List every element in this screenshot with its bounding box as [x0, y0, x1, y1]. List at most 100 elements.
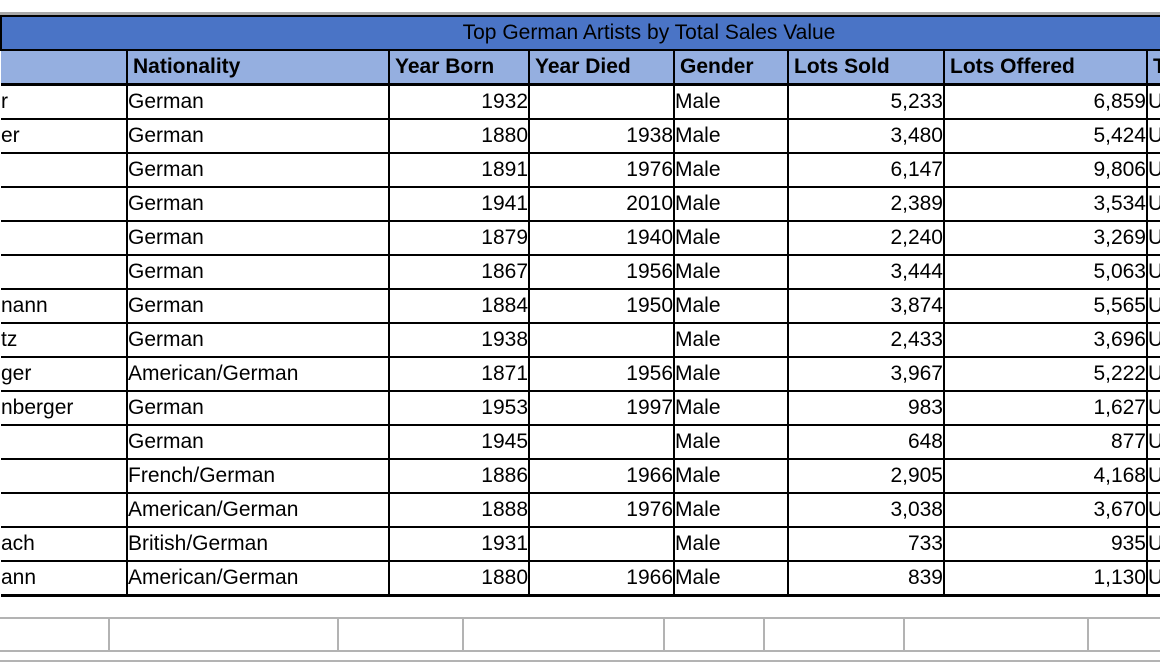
cell-lots-offered[interactable]: 1,130 — [943, 560, 1148, 597]
cell-lots-offered[interactable]: 1,627 — [943, 390, 1148, 426]
cell-year-died[interactable]: 1976 — [528, 152, 675, 188]
cell-year-born[interactable]: 1938 — [388, 322, 530, 358]
cell-lots-sold[interactable]: 3,480 — [787, 118, 945, 154]
cell-gender[interactable]: Male — [673, 458, 789, 494]
header-cell-lots-sold[interactable]: Lots Sold — [787, 49, 945, 86]
cell-nationality[interactable]: German — [126, 83, 390, 120]
cell-year-born[interactable]: 1884 — [388, 288, 530, 324]
cell-total-clipped[interactable]: U — [1146, 424, 1160, 460]
cell-nationality[interactable]: American/German — [126, 356, 390, 392]
cell-gender[interactable]: Male — [673, 526, 789, 562]
cell-lots-offered[interactable]: 5,222 — [943, 356, 1148, 392]
cell-lots-offered[interactable]: 3,269 — [943, 220, 1148, 256]
cell-gender[interactable]: Male — [673, 186, 789, 222]
cell-lots-offered[interactable]: 935 — [943, 526, 1148, 562]
cell-year-died[interactable] — [528, 424, 675, 460]
cell-gender[interactable]: Male — [673, 390, 789, 426]
cell-year-born[interactable]: 1932 — [388, 83, 530, 120]
header-cell-year-died[interactable]: Year Died — [528, 49, 675, 86]
cell-year-died[interactable]: 1976 — [528, 492, 675, 528]
cell-name[interactable]: r — [1, 83, 128, 120]
cell-nationality[interactable]: German — [126, 118, 390, 154]
cell-year-died[interactable]: 1956 — [528, 356, 675, 392]
cell-lots-sold[interactable]: 2,433 — [787, 322, 945, 358]
cell-total-clipped[interactable]: U — [1146, 288, 1160, 324]
header-cell-nationality[interactable]: Nationality — [126, 49, 390, 86]
cell-name[interactable] — [1, 492, 128, 528]
cell-name[interactable]: nann — [1, 288, 128, 324]
cell-nationality[interactable]: German — [126, 424, 390, 460]
cell-year-died[interactable]: 1966 — [528, 560, 675, 597]
cell-year-died[interactable]: 1938 — [528, 118, 675, 154]
header-cell-gender[interactable]: Gender — [673, 49, 789, 86]
cell-lots-offered[interactable]: 3,670 — [943, 492, 1148, 528]
cell-year-born[interactable]: 1880 — [388, 118, 530, 154]
cell-gender[interactable]: Male — [673, 254, 789, 290]
cell-lots-sold[interactable]: 6,147 — [787, 152, 945, 188]
cell-nationality[interactable]: German — [126, 390, 390, 426]
cell-gender[interactable]: Male — [673, 220, 789, 256]
header-cell-total-clipped[interactable]: T — [1146, 49, 1160, 86]
cell-lots-offered[interactable]: 877 — [943, 424, 1148, 460]
table-title-cell[interactable]: Top German Artists by Total Sales Value — [0, 15, 1160, 51]
cell-year-born[interactable]: 1953 — [388, 390, 530, 426]
cell-lots-sold[interactable]: 733 — [787, 526, 945, 562]
cell-name[interactable]: ach — [1, 526, 128, 562]
cell-nationality[interactable]: British/German — [126, 526, 390, 562]
cell-total-clipped[interactable]: U — [1146, 458, 1160, 494]
cell-total-clipped[interactable]: U — [1146, 356, 1160, 392]
cell-lots-offered[interactable]: 3,696 — [943, 322, 1148, 358]
cell-name[interactable] — [1, 424, 128, 460]
header-cell-name[interactable] — [1, 49, 128, 86]
cell-total-clipped[interactable]: U — [1146, 186, 1160, 222]
cell-lots-offered[interactable]: 9,806 — [943, 152, 1148, 188]
cell-total-clipped[interactable]: U — [1146, 560, 1160, 597]
cell-nationality[interactable]: German — [126, 254, 390, 290]
cell-year-born[interactable]: 1941 — [388, 186, 530, 222]
cell-lots-offered[interactable]: 3,534 — [943, 186, 1148, 222]
cell-name[interactable] — [1, 254, 128, 290]
cell-nationality[interactable]: German — [126, 220, 390, 256]
cell-gender[interactable]: Male — [673, 288, 789, 324]
cell-nationality[interactable]: American/German — [126, 560, 390, 597]
cell-name[interactable]: ann — [1, 560, 128, 597]
cell-gender[interactable]: Male — [673, 83, 789, 120]
cell-lots-sold[interactable]: 2,240 — [787, 220, 945, 256]
cell-year-died[interactable]: 1940 — [528, 220, 675, 256]
cell-gender[interactable]: Male — [673, 118, 789, 154]
cell-nationality[interactable]: German — [126, 186, 390, 222]
cell-total-clipped[interactable]: U — [1146, 152, 1160, 188]
cell-name[interactable] — [1, 186, 128, 222]
cell-lots-offered[interactable]: 5,063 — [943, 254, 1148, 290]
cell-year-born[interactable]: 1888 — [388, 492, 530, 528]
cell-total-clipped[interactable]: U — [1146, 118, 1160, 154]
cell-year-born[interactable]: 1867 — [388, 254, 530, 290]
cell-name[interactable]: nberger — [1, 390, 128, 426]
cell-nationality[interactable]: German — [126, 288, 390, 324]
cell-year-died[interactable]: 1950 — [528, 288, 675, 324]
cell-year-born[interactable]: 1891 — [388, 152, 530, 188]
cell-lots-sold[interactable]: 3,444 — [787, 254, 945, 290]
cell-gender[interactable]: Male — [673, 322, 789, 358]
cell-gender[interactable]: Male — [673, 560, 789, 597]
cell-year-died[interactable] — [528, 83, 675, 120]
cell-nationality[interactable]: German — [126, 152, 390, 188]
cell-lots-sold[interactable]: 3,038 — [787, 492, 945, 528]
cell-lots-sold[interactable]: 839 — [787, 560, 945, 597]
cell-name[interactable] — [1, 220, 128, 256]
cell-lots-sold[interactable]: 5,233 — [787, 83, 945, 120]
header-cell-lots-offered[interactable]: Lots Offered — [943, 49, 1148, 86]
cell-total-clipped[interactable]: U — [1146, 220, 1160, 256]
cell-lots-offered[interactable]: 6,859 — [943, 83, 1148, 120]
cell-year-born[interactable]: 1880 — [388, 560, 530, 597]
cell-lots-sold[interactable]: 983 — [787, 390, 945, 426]
cell-year-born[interactable]: 1879 — [388, 220, 530, 256]
cell-year-died[interactable]: 1966 — [528, 458, 675, 494]
cell-year-born[interactable]: 1886 — [388, 458, 530, 494]
cell-total-clipped[interactable]: U — [1146, 390, 1160, 426]
cell-gender[interactable]: Male — [673, 356, 789, 392]
cell-lots-sold[interactable]: 3,874 — [787, 288, 945, 324]
cell-gender[interactable]: Male — [673, 424, 789, 460]
cell-name[interactable] — [1, 152, 128, 188]
cell-lots-offered[interactable]: 4,168 — [943, 458, 1148, 494]
